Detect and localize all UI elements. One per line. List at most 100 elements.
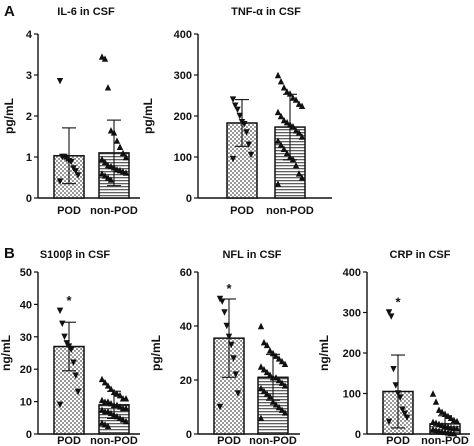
- data-point: [122, 169, 130, 176]
- data-point: [225, 333, 233, 340]
- chart-panel-5: CRP in CSF ng/mL 0 100 200 300 400 * POD non-POD: [317, 249, 470, 446]
- panel-label-a: A: [4, 3, 15, 20]
- y-tick-label: 2: [26, 111, 32, 123]
- data-point: [432, 398, 440, 405]
- category-label: non-POD: [266, 205, 314, 217]
- y-tick-label: 4: [26, 29, 33, 41]
- data-point: [74, 172, 82, 179]
- y-tick-label: 60: [180, 267, 192, 279]
- data-point: [56, 178, 64, 185]
- data-point: [243, 129, 250, 136]
- data-point: [403, 414, 411, 421]
- y-axis-label: pg/mL: [149, 335, 163, 371]
- data-point: [260, 366, 268, 373]
- data-point: [101, 378, 109, 386]
- data-point: [68, 346, 75, 353]
- y-tick-label: 0: [186, 193, 192, 205]
- data-point: [122, 417, 130, 425]
- data-point: [289, 94, 297, 101]
- data-point: [110, 164, 118, 171]
- y-axis-label: pg/mL: [2, 98, 16, 134]
- chart-panel-1: IL-6 in CSF pg/mL 0 1 2 3 4 POD non-POD: [2, 6, 140, 217]
- y-tick-label: 20: [180, 375, 192, 387]
- data-point: [274, 137, 282, 144]
- data-point: [104, 174, 112, 181]
- data-point: [277, 112, 285, 120]
- data-point: [101, 172, 109, 179]
- data-point: [98, 375, 106, 383]
- y-tick-label: 400: [343, 267, 361, 279]
- data-point: [72, 372, 79, 379]
- data-point: [216, 403, 224, 411]
- category-label: POD: [386, 435, 410, 446]
- data-point: [278, 357, 286, 365]
- data-point: [221, 309, 228, 316]
- data-point: [257, 363, 265, 370]
- data-point: [286, 90, 294, 97]
- data-point: [272, 374, 280, 381]
- data-point: [450, 429, 458, 437]
- data-point: [275, 355, 283, 362]
- data-point: [72, 168, 79, 175]
- chart-title: IL-6 in CSF: [57, 6, 115, 18]
- data-point: [122, 395, 130, 402]
- data-point: [104, 84, 112, 91]
- data-point: [281, 409, 289, 416]
- data-point: [283, 149, 291, 157]
- category-label: non-POD: [249, 435, 297, 446]
- data-point: [289, 123, 297, 130]
- data-point: [277, 141, 285, 148]
- data-point: [444, 412, 452, 419]
- data-point: [247, 151, 255, 159]
- y-tick-label: 200: [174, 111, 192, 123]
- significance-star: *: [395, 295, 401, 310]
- data-point: [298, 102, 306, 109]
- category-label: non-POD: [90, 205, 138, 217]
- data-point: [266, 393, 274, 400]
- data-point: [392, 382, 399, 389]
- data-point: [56, 401, 64, 409]
- data-point: [453, 425, 461, 432]
- data-point: [399, 406, 406, 413]
- data-point: [107, 176, 115, 183]
- chart-panel-2: TNF-α in CSF pg/mL 0 100 200 300 400 POD non-POD: [141, 6, 332, 217]
- data-point: [394, 390, 402, 397]
- data-point: [453, 417, 461, 425]
- y-tick-label: 300: [174, 70, 192, 82]
- data-point: [98, 53, 106, 60]
- y-tick-label: 400: [174, 29, 192, 41]
- data-point: [232, 102, 239, 109]
- y-tick-label: 3: [26, 70, 32, 82]
- data-point: [56, 77, 64, 85]
- data-point: [274, 71, 282, 79]
- data-point: [236, 112, 243, 120]
- data-point: [122, 404, 130, 412]
- data-point: [438, 408, 446, 415]
- y-tick-label: 100: [174, 152, 192, 164]
- data-point: [269, 398, 277, 405]
- data-point: [229, 155, 237, 163]
- data-point: [269, 349, 277, 357]
- category-label: non-POD: [421, 435, 469, 446]
- data-point: [275, 403, 283, 411]
- data-point: [292, 127, 300, 134]
- data-point: [388, 313, 395, 320]
- data-point: [429, 390, 437, 397]
- data-point: [280, 116, 288, 124]
- y-tick-label: 0: [26, 429, 32, 441]
- data-point: [385, 418, 393, 426]
- data-point: [295, 170, 303, 177]
- data-point: [298, 174, 306, 181]
- data-point: [278, 406, 286, 413]
- data-point: [56, 307, 64, 315]
- data-point: [228, 341, 235, 349]
- data-point: [385, 309, 393, 316]
- data-point: [257, 322, 265, 330]
- category-label: POD: [217, 435, 241, 446]
- data-point: [260, 387, 268, 394]
- y-tick-label: 200: [343, 348, 361, 360]
- data-point: [223, 322, 230, 330]
- y-axis-label: ng/mL: [0, 335, 13, 371]
